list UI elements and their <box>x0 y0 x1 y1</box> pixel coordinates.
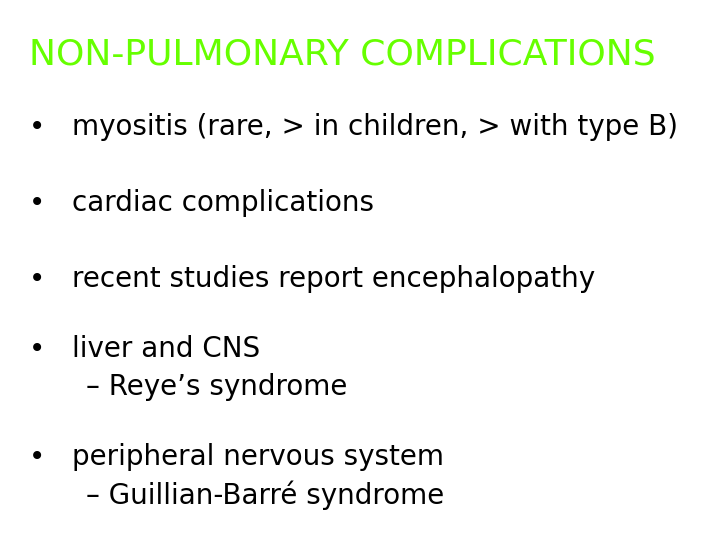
Text: – Reye’s syndrome: – Reye’s syndrome <box>86 373 348 401</box>
Text: liver and CNS: liver and CNS <box>72 335 260 363</box>
Text: – Guillian-Barré syndrome: – Guillian-Barré syndrome <box>86 481 445 510</box>
Text: peripheral nervous system: peripheral nervous system <box>72 443 444 471</box>
Text: recent studies report encephalopathy: recent studies report encephalopathy <box>72 265 595 293</box>
Text: •: • <box>29 335 45 363</box>
Text: NON-PULMONARY COMPLICATIONS: NON-PULMONARY COMPLICATIONS <box>29 38 655 72</box>
Text: •: • <box>29 113 45 141</box>
Text: •: • <box>29 189 45 217</box>
Text: •: • <box>29 443 45 471</box>
Text: cardiac complications: cardiac complications <box>72 189 374 217</box>
Text: •: • <box>29 265 45 293</box>
Text: myositis (rare, > in children, > with type B): myositis (rare, > in children, > with ty… <box>72 113 678 141</box>
